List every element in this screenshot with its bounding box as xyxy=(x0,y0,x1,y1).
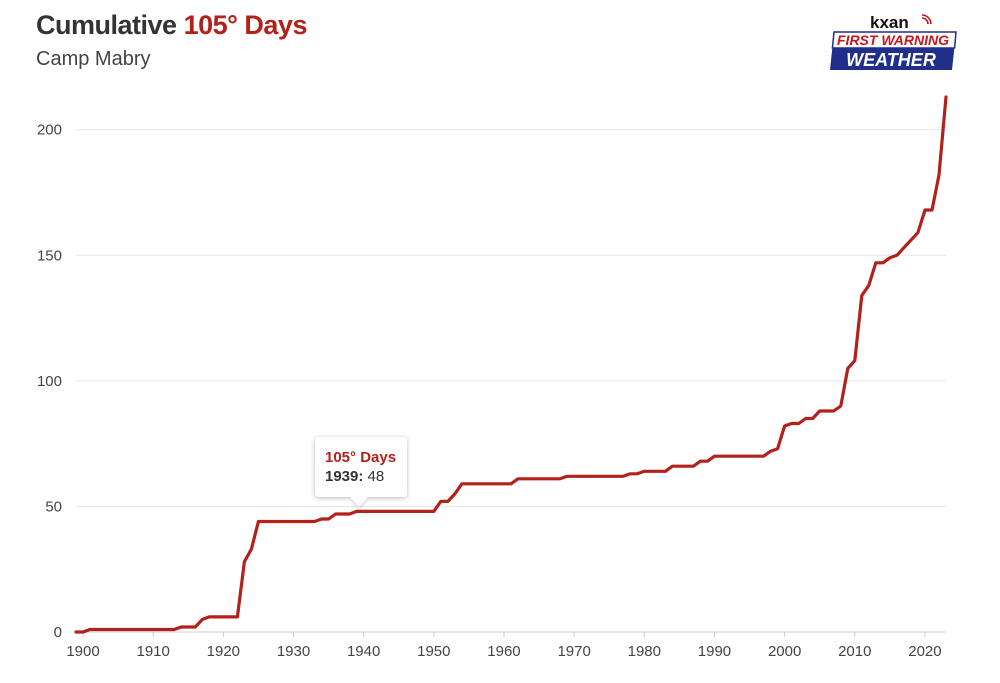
tooltip-series: 105° Days xyxy=(325,449,397,466)
x-tick-label: 2000 xyxy=(768,643,801,660)
x-tick-label: 1900 xyxy=(66,643,99,660)
y-tick-label: 0 xyxy=(54,624,62,641)
x-tick-label: 2020 xyxy=(908,643,941,660)
chart-title: Cumulative 105° Days xyxy=(36,10,307,41)
tooltip-value: 48 xyxy=(367,468,385,485)
series-line-105-days xyxy=(74,95,948,634)
logo-signal-icon xyxy=(921,14,932,25)
x-tick-label: 1950 xyxy=(417,643,450,660)
chart-subtitle: Camp Mabry xyxy=(36,48,151,70)
x-tick-label: 1970 xyxy=(557,643,590,660)
y-tick-label: 150 xyxy=(37,247,62,264)
x-tick-label: 1920 xyxy=(207,643,240,660)
tooltip: 105° Days 1939: 48 xyxy=(315,437,407,497)
logo-line2: WEATHER xyxy=(846,50,936,70)
y-tick-label: 100 xyxy=(37,373,62,390)
x-tick-label: 1990 xyxy=(698,643,731,660)
x-tick-label: 1910 xyxy=(136,643,169,660)
y-tick-label: 50 xyxy=(45,498,62,515)
logo-brand: kxan xyxy=(870,14,909,32)
chart-title-accent: 105° Days xyxy=(183,10,308,40)
tooltip-line: 1939: 48 xyxy=(325,467,397,487)
x-tick-label: 1940 xyxy=(347,643,380,660)
logo-line1: FIRST WARNING xyxy=(837,32,949,48)
x-tick-label: 1960 xyxy=(487,643,520,660)
logo-banner-top xyxy=(831,31,957,49)
y-tick-label: 200 xyxy=(37,122,62,139)
x-tick-label: 2010 xyxy=(838,643,871,660)
tooltip-year: 1939: xyxy=(325,468,364,485)
first-warning-weather-logo: kxan FIRST WARNING WEATHER xyxy=(830,14,957,70)
chart-title-prefix: Cumulative xyxy=(36,10,177,40)
x-tick-label: 1980 xyxy=(628,643,661,660)
x-tick-label: 1930 xyxy=(277,643,310,660)
